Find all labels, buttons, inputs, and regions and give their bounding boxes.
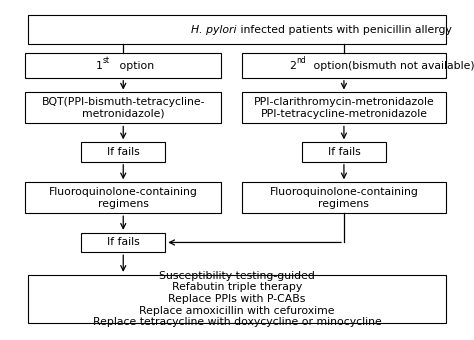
- Text: st: st: [103, 56, 110, 65]
- FancyBboxPatch shape: [242, 53, 447, 78]
- Text: If fails: If fails: [107, 237, 140, 248]
- Text: If fails: If fails: [107, 147, 140, 157]
- FancyBboxPatch shape: [302, 142, 386, 162]
- Text: Susceptibility testing-guided
Refabutin triple therapy
Replace PPIs with P-CABs
: Susceptibility testing-guided Refabutin …: [92, 271, 382, 327]
- FancyBboxPatch shape: [27, 275, 447, 323]
- Text: nd: nd: [296, 56, 306, 65]
- Text: 2: 2: [289, 61, 296, 71]
- FancyBboxPatch shape: [242, 182, 447, 213]
- Text: If fails: If fails: [328, 147, 360, 157]
- Text: option(bismuth not available): option(bismuth not available): [310, 61, 474, 71]
- FancyBboxPatch shape: [26, 53, 221, 78]
- FancyBboxPatch shape: [81, 233, 165, 252]
- Text: PPI-clarithromycin-metronidazole
PPI-tetracycline-metronidazole: PPI-clarithromycin-metronidazole PPI-tet…: [254, 97, 434, 119]
- Text: BQT(PPI-bismuth-tetracycline-
metronidazole): BQT(PPI-bismuth-tetracycline- metronidaz…: [42, 97, 205, 119]
- FancyBboxPatch shape: [26, 92, 221, 123]
- FancyBboxPatch shape: [81, 142, 165, 162]
- Text: 1: 1: [96, 61, 103, 71]
- Text: infected patients with penicillin allergy: infected patients with penicillin allerg…: [237, 24, 452, 35]
- FancyBboxPatch shape: [27, 15, 447, 44]
- FancyBboxPatch shape: [242, 92, 447, 123]
- Text: Fluoroquinolone-containing
regimens: Fluoroquinolone-containing regimens: [49, 187, 198, 208]
- Text: option: option: [117, 61, 155, 71]
- Text: H. pylori: H. pylori: [191, 24, 237, 35]
- Text: Fluoroquinolone-containing
regimens: Fluoroquinolone-containing regimens: [270, 187, 419, 208]
- FancyBboxPatch shape: [26, 182, 221, 213]
